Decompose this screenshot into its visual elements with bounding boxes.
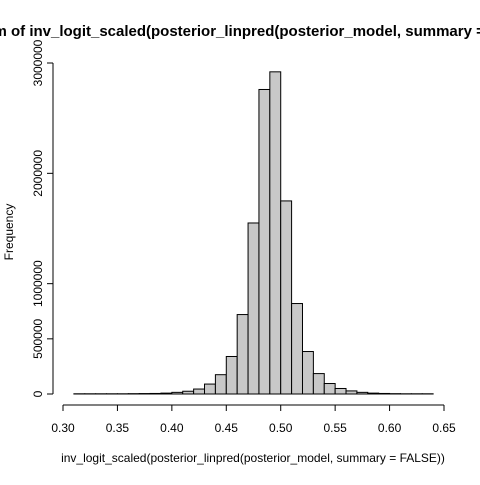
x-tick-label: 0.35 <box>106 421 130 435</box>
histogram-bar <box>335 388 346 394</box>
y-tick-label: 500000 <box>31 318 45 358</box>
y-tick-label: 0 <box>31 390 45 397</box>
histogram-bar <box>248 223 259 394</box>
x-tick-label: 0.30 <box>51 421 75 435</box>
histogram-bar <box>172 392 183 394</box>
histogram-bar <box>357 392 368 394</box>
x-tick-label: 0.50 <box>269 421 293 435</box>
histogram-bar <box>150 393 161 394</box>
x-tick-label: 0.55 <box>323 421 347 435</box>
histogram-bar <box>302 352 313 394</box>
x-axis: 0.30 0.35 0.40 0.45 0.50 0.55 0.60 0.65 <box>51 405 456 435</box>
y-tick-label: 2000000 <box>31 150 45 197</box>
histogram-bar <box>194 389 205 394</box>
y-tick-label: 3000000 <box>31 39 45 86</box>
histogram-bar <box>281 201 292 394</box>
histogram-bar <box>215 375 226 394</box>
x-tick-label: 0.40 <box>160 421 184 435</box>
histogram-bars <box>74 72 433 394</box>
histogram-bar <box>226 356 237 394</box>
histogram-bar <box>292 304 303 394</box>
histogram-bar <box>259 89 270 394</box>
y-tick-label: 1000000 <box>31 260 45 307</box>
x-tick-label: 0.45 <box>215 421 239 435</box>
y-axis: 0 500000 1000000 2000000 3000000 <box>31 39 53 397</box>
histogram-bar <box>237 315 248 394</box>
x-tick-label: 0.60 <box>378 421 402 435</box>
histogram-bar <box>313 374 324 394</box>
histogram-bar <box>346 391 357 394</box>
histogram-bar <box>270 72 281 394</box>
histogram-bar <box>368 393 379 394</box>
histogram-bar <box>183 391 194 394</box>
x-axis-label: inv_logit_scaled(posterior_linpred(poste… <box>61 451 445 465</box>
x-tick-label: 0.65 <box>432 421 456 435</box>
y-axis-label: Frequency <box>2 204 16 261</box>
histogram-bar <box>205 384 216 394</box>
histogram-bar <box>161 393 172 394</box>
histogram-bar <box>379 393 390 394</box>
chart-title: Histogram of inv_logit_scaled(posterior_… <box>0 23 480 40</box>
histogram-bar <box>324 384 335 394</box>
